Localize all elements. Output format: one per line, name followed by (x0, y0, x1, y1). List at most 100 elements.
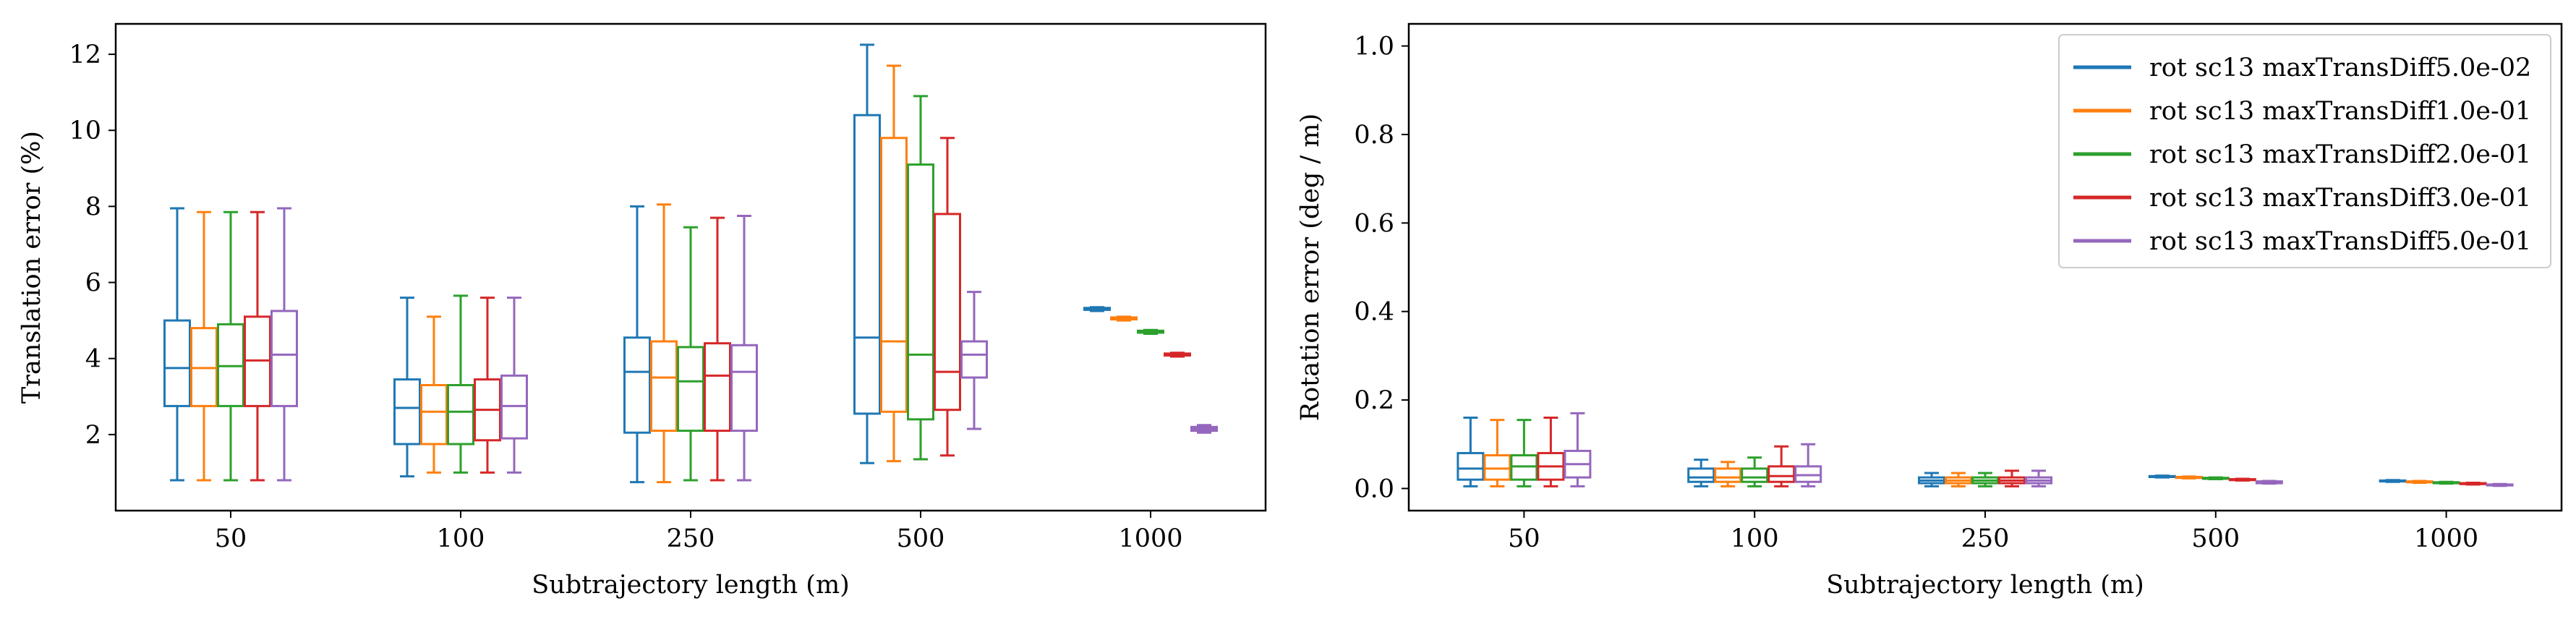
x-tick-label: 100 (1731, 524, 1779, 553)
x-tick-label: 500 (2191, 524, 2240, 553)
iqr-box (163, 319, 191, 407)
iqr-box (393, 378, 421, 446)
iqr-box (907, 163, 934, 421)
iqr-box (880, 137, 908, 413)
iqr-box (730, 344, 758, 433)
iqr-box (1687, 467, 1715, 483)
box-5-cat-250 (730, 215, 758, 482)
box-2-cat-500 (2175, 475, 2203, 480)
box-3-cat-1000 (2432, 480, 2460, 485)
box-2-cat-100 (1714, 461, 1742, 487)
y-tick-label: 0.8 (1354, 121, 1394, 150)
x-tick-label: 50 (215, 524, 247, 553)
translation-error-panel: 2 4 6 8 10 12 50 100 250 500 1000 Subtrajectory len… (17, 22, 1267, 600)
iqr-box (1767, 465, 1796, 483)
iqr-box (420, 383, 448, 446)
x-tick-label: 100 (437, 524, 485, 553)
iqr-box (677, 346, 704, 433)
x-tick-label: 250 (1961, 524, 2010, 553)
box-5-cat-1000 (1190, 424, 1218, 434)
iqr-box (960, 340, 988, 379)
box-1-cat-50 (163, 207, 191, 482)
box-1-cat-500 (853, 43, 881, 464)
legend-label: rot sc13 maxTransDiff5.0e-02 (2149, 54, 2531, 82)
box-3-cat-1000 (1137, 328, 1164, 336)
box-1-cat-1000 (2379, 479, 2407, 483)
y-tick-label: 2 (85, 421, 101, 450)
box-1-cat-100 (393, 297, 421, 478)
box-3-cat-100 (447, 294, 474, 474)
iqr-box (1794, 465, 1822, 483)
legend-label: rot sc13 maxTransDiff2.0e-01 (2149, 140, 2531, 169)
box-3-cat-50 (1510, 419, 1538, 487)
x-tick-label: 500 (897, 524, 945, 553)
x-tick-label: 50 (1508, 524, 1540, 553)
box-3-cat-50 (217, 210, 244, 482)
box-2-cat-500 (880, 64, 908, 463)
box-4-cat-250 (1998, 469, 2026, 487)
y-tick-label: 0.2 (1354, 386, 1394, 415)
y-tick-label: 0.4 (1354, 298, 1394, 327)
iqr-box (1510, 454, 1538, 481)
y-tick-label: 8 (85, 192, 101, 221)
y-tick-label: 12 (69, 41, 101, 69)
box-4-cat-50 (244, 210, 271, 482)
rotation-error-panel: 0.0 0.2 0.4 0.6 0.8 1.0 50 100 250 500 1000 Subtraj… (1296, 22, 2563, 600)
x-axis-label: Subtrajectory length (m) (1826, 571, 2144, 600)
box-4-cat-500 (934, 137, 961, 457)
iqr-box (1483, 454, 1511, 481)
y-axis-label: Rotation error (deg / m) (1296, 114, 1325, 422)
box-2-cat-50 (190, 210, 218, 482)
legend-label: rot sc13 maxTransDiff5.0e-01 (2149, 227, 2531, 256)
box-1-cat-100 (1687, 459, 1715, 487)
legend-frame (2058, 34, 2551, 268)
box-4-cat-500 (2228, 477, 2256, 482)
box-2-cat-250 (650, 203, 678, 484)
iqr-box (623, 336, 651, 434)
iqr-box (704, 342, 731, 433)
legend-label: rot sc13 maxTransDiff3.0e-01 (2149, 184, 2531, 213)
iqr-box (1741, 467, 1769, 483)
box-2-cat-250 (1945, 472, 1972, 487)
box-5-cat-500 (2255, 480, 2283, 485)
y-tick-label: 4 (85, 345, 101, 374)
box-5-cat-100 (1794, 443, 1822, 487)
box-4-cat-100 (1767, 445, 1796, 487)
iqr-box (650, 340, 678, 433)
y-tick-label: 1.0 (1354, 33, 1394, 61)
iqr-box (447, 383, 474, 446)
iqr-box (1457, 451, 1485, 481)
box-1-cat-50 (1457, 417, 1485, 487)
y-axis-label: Translation error (%) (17, 131, 46, 404)
box-3-cat-500 (2201, 476, 2230, 481)
box-2-cat-1000 (1110, 315, 1138, 322)
iqr-box (1714, 467, 1742, 483)
legend: rot sc13 maxTransDiff5.0e-02 rot sc13 max… (2058, 34, 2551, 268)
x-axis-label: Subtrajectory length (m) (532, 571, 850, 600)
box-2-cat-100 (420, 315, 448, 474)
box-4-cat-1000 (1164, 352, 1191, 358)
box-1-cat-250 (1918, 472, 1945, 487)
box-4-cat-100 (474, 297, 501, 474)
box-5-cat-50 (1564, 412, 1592, 487)
box-4-cat-1000 (2459, 481, 2487, 486)
y-tick-label: 6 (85, 269, 101, 298)
box-4-cat-50 (1537, 417, 1565, 487)
y-tick-label: 10 (69, 116, 101, 145)
y-tick-label: 0.0 (1354, 474, 1394, 503)
box-3-cat-250 (677, 226, 704, 482)
box-3-cat-100 (1741, 456, 1769, 487)
box-3-cat-500 (907, 95, 934, 461)
box-1-cat-250 (623, 205, 651, 484)
box-5-cat-1000 (2486, 482, 2514, 487)
box-4-cat-250 (704, 216, 731, 482)
box-5-cat-50 (270, 207, 298, 482)
box-2-cat-1000 (2405, 480, 2434, 484)
iqr-box (934, 213, 961, 412)
y-tick-label: 0.6 (1354, 209, 1394, 238)
box-2-cat-50 (1483, 419, 1511, 487)
box-1-cat-1000 (1083, 306, 1111, 312)
box-5-cat-100 (500, 297, 528, 474)
iqr-box (270, 310, 298, 407)
